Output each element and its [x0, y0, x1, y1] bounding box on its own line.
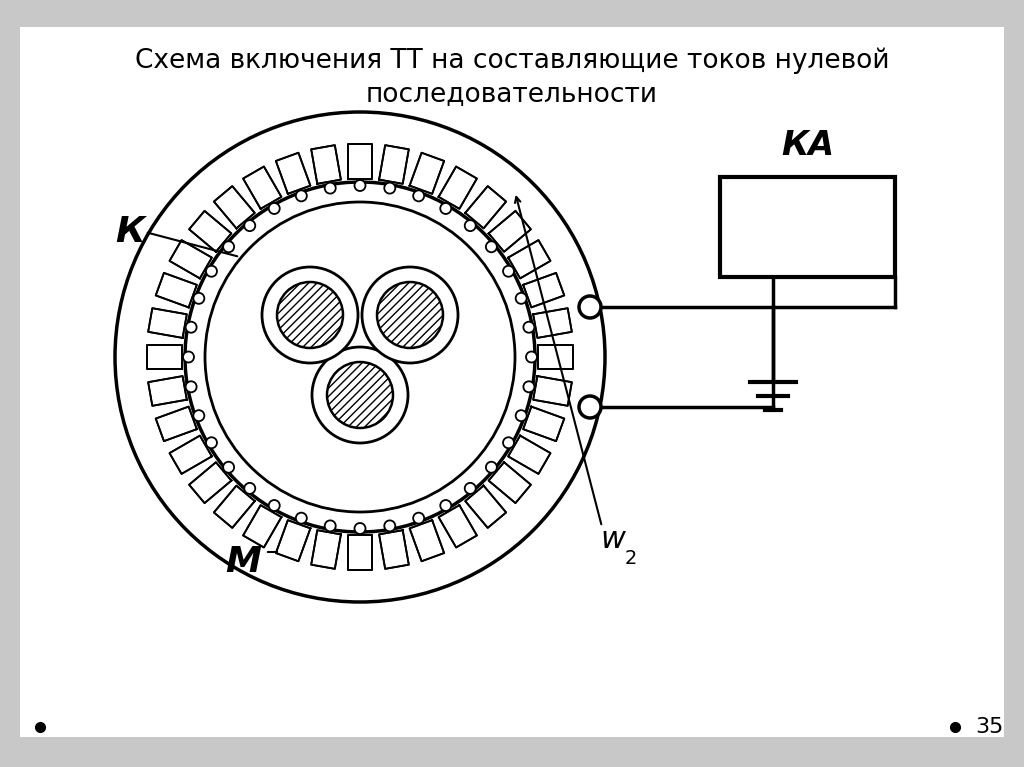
- Polygon shape: [170, 436, 212, 474]
- Circle shape: [296, 512, 307, 524]
- Circle shape: [377, 282, 443, 348]
- Polygon shape: [214, 186, 255, 229]
- Polygon shape: [156, 407, 197, 441]
- Text: К: К: [115, 215, 144, 249]
- Circle shape: [206, 437, 217, 448]
- Circle shape: [579, 396, 601, 418]
- Circle shape: [194, 293, 205, 304]
- Polygon shape: [214, 486, 255, 528]
- Polygon shape: [534, 376, 571, 406]
- Circle shape: [278, 282, 343, 348]
- Circle shape: [185, 381, 197, 392]
- Circle shape: [354, 180, 366, 191]
- Circle shape: [526, 351, 537, 363]
- Polygon shape: [438, 505, 477, 548]
- Circle shape: [262, 267, 358, 363]
- Polygon shape: [410, 153, 444, 194]
- Circle shape: [325, 183, 336, 193]
- Bar: [720, 177, 895, 277]
- Polygon shape: [379, 530, 409, 569]
- Polygon shape: [148, 308, 186, 338]
- Circle shape: [413, 512, 424, 524]
- Circle shape: [327, 362, 393, 428]
- Polygon shape: [534, 308, 571, 338]
- Polygon shape: [243, 505, 282, 548]
- Circle shape: [440, 203, 452, 214]
- Circle shape: [296, 190, 307, 202]
- Circle shape: [362, 267, 458, 363]
- Circle shape: [245, 220, 255, 231]
- Circle shape: [523, 381, 535, 392]
- Polygon shape: [148, 376, 186, 406]
- Polygon shape: [508, 240, 551, 278]
- Circle shape: [205, 202, 515, 512]
- Circle shape: [223, 462, 234, 472]
- Circle shape: [384, 520, 395, 532]
- Polygon shape: [147, 345, 182, 369]
- Circle shape: [183, 351, 194, 363]
- Polygon shape: [348, 535, 372, 570]
- Circle shape: [465, 483, 476, 494]
- Text: КА: КА: [781, 129, 835, 162]
- Circle shape: [268, 500, 280, 511]
- Circle shape: [503, 437, 514, 448]
- Text: М: М: [225, 545, 261, 579]
- Circle shape: [185, 182, 535, 532]
- Circle shape: [503, 265, 514, 277]
- Polygon shape: [170, 240, 212, 278]
- Polygon shape: [311, 530, 341, 569]
- Circle shape: [440, 500, 452, 511]
- Circle shape: [384, 183, 395, 193]
- Circle shape: [245, 483, 255, 494]
- Polygon shape: [438, 166, 477, 209]
- Polygon shape: [189, 211, 231, 252]
- Circle shape: [223, 242, 234, 252]
- Polygon shape: [465, 186, 506, 229]
- Circle shape: [523, 321, 535, 333]
- Polygon shape: [488, 211, 530, 252]
- Polygon shape: [275, 153, 310, 194]
- Circle shape: [325, 520, 336, 532]
- Polygon shape: [379, 145, 409, 184]
- Circle shape: [312, 347, 408, 443]
- Text: 2: 2: [625, 549, 637, 568]
- Circle shape: [268, 203, 280, 214]
- Polygon shape: [523, 407, 564, 441]
- Circle shape: [194, 410, 205, 421]
- Circle shape: [579, 296, 601, 318]
- Circle shape: [206, 265, 217, 277]
- Polygon shape: [348, 144, 372, 179]
- Polygon shape: [156, 273, 197, 308]
- Text: Схема включения ТТ на составляющие токов нулевой
последовательности: Схема включения ТТ на составляющие токов…: [135, 47, 889, 107]
- Circle shape: [354, 523, 366, 534]
- Text: w: w: [600, 525, 625, 554]
- Circle shape: [516, 293, 526, 304]
- Circle shape: [185, 321, 197, 333]
- Polygon shape: [189, 463, 231, 503]
- Polygon shape: [523, 273, 564, 308]
- Polygon shape: [311, 145, 341, 184]
- Circle shape: [516, 410, 526, 421]
- Circle shape: [413, 190, 424, 202]
- Polygon shape: [275, 520, 310, 561]
- Polygon shape: [508, 436, 551, 474]
- Text: 35: 35: [975, 717, 1004, 737]
- Polygon shape: [243, 166, 282, 209]
- Circle shape: [465, 220, 476, 231]
- Circle shape: [485, 242, 497, 252]
- Polygon shape: [488, 463, 530, 503]
- Polygon shape: [465, 486, 506, 528]
- Polygon shape: [538, 345, 573, 369]
- Circle shape: [485, 462, 497, 472]
- Polygon shape: [410, 520, 444, 561]
